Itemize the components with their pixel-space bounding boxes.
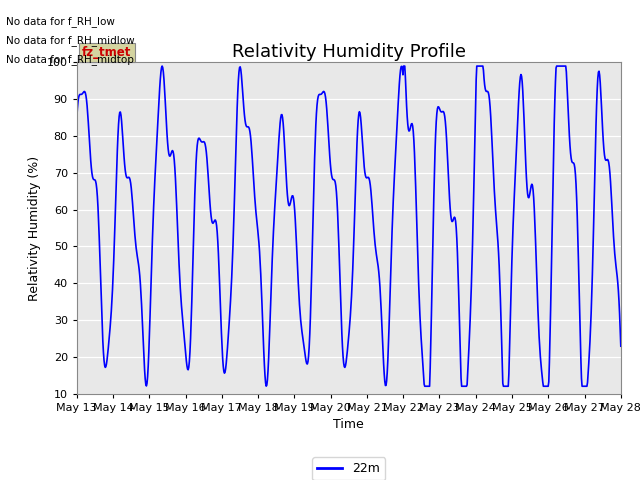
Text: No data for f_RH_midtop: No data for f_RH_midtop [6, 54, 134, 65]
Legend: 22m: 22m [312, 457, 385, 480]
Text: No data for f_RH_midlow: No data for f_RH_midlow [6, 35, 135, 46]
Text: fz_tmet: fz_tmet [82, 46, 132, 59]
Y-axis label: Relativity Humidity (%): Relativity Humidity (%) [28, 156, 41, 300]
Title: Relativity Humidity Profile: Relativity Humidity Profile [232, 43, 466, 61]
X-axis label: Time: Time [333, 418, 364, 431]
Text: No data for f_RH_low: No data for f_RH_low [6, 16, 115, 27]
